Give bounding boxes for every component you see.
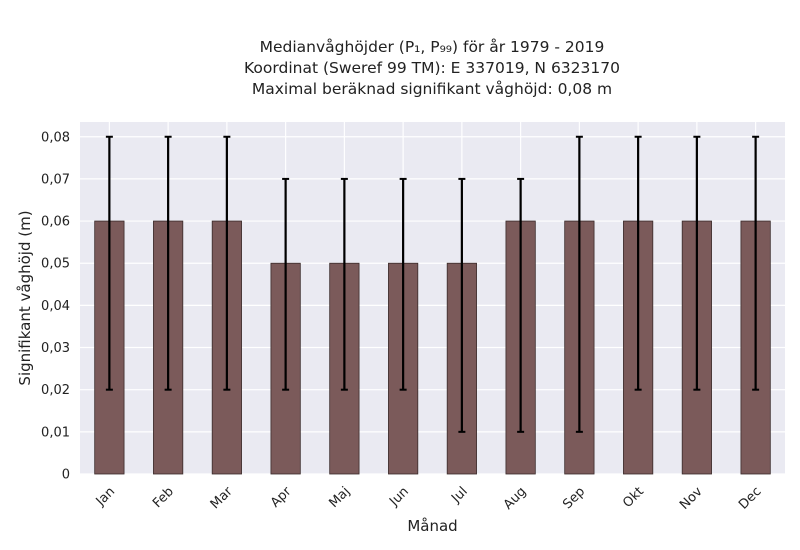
error-bar-jan — [105, 135, 113, 391]
x-tick-label-jan: Jan — [93, 484, 118, 509]
x-tick-label-nov: Nov — [677, 484, 706, 513]
title-line-1: Medianvåghöjder (P₁, P₉₉) för år 1979 - … — [260, 38, 605, 56]
y-tick-label: 0 — [62, 468, 70, 483]
x-tick-label-feb: Feb — [150, 484, 177, 511]
y-axis-ticks: 0 0,01 0,02 0,03 0,04 0,05 0,06 0,07 0,08 — [41, 130, 70, 482]
y-tick-label: 0,03 — [41, 341, 70, 356]
x-tick-label-maj: Maj — [326, 484, 353, 511]
x-tick-label-apr: Apr — [268, 484, 295, 511]
x-axis-ticks: Jan Feb Mar Apr Maj Jun Jul Aug Sep Okt Nov Dec — [93, 484, 765, 513]
title-line-2: Koordinat (Sweref 99 TM): E 337019, N 63… — [244, 59, 620, 77]
error-bar-maj — [340, 177, 348, 391]
title-line-3: Maximal beräknad signifikant våghöjd: 0,… — [252, 80, 612, 98]
error-bar-aug — [517, 177, 525, 433]
x-tick-label-aug: Aug — [501, 484, 530, 513]
x-tick-label-okt: Okt — [620, 484, 647, 511]
error-bar-okt — [634, 135, 642, 391]
error-bars — [105, 135, 760, 433]
error-bar-nov — [693, 135, 701, 391]
y-tick-label: 0,06 — [41, 215, 70, 230]
y-tick-label: 0,04 — [41, 299, 70, 314]
plot-area — [80, 122, 785, 474]
x-axis-label: Månad — [407, 517, 457, 535]
y-axis-label: Signifikant våghöjd (m) — [16, 210, 34, 385]
error-bar-sep — [575, 135, 583, 433]
x-tick-label-dec: Dec — [736, 484, 764, 512]
y-tick-label: 0,08 — [41, 130, 70, 145]
x-tick-label-jun: Jun — [386, 484, 412, 510]
y-tick-label: 0,07 — [41, 172, 70, 187]
y-tick-label: 0,05 — [41, 257, 70, 272]
x-tick-label-sep: Sep — [560, 484, 588, 512]
error-bar-jul — [458, 177, 466, 433]
y-tick-label: 0,01 — [41, 425, 70, 440]
y-tick-label: 0,02 — [41, 383, 70, 398]
error-bar-mar — [223, 135, 231, 391]
error-bar-apr — [282, 177, 290, 391]
x-tick-label-jul: Jul — [448, 484, 470, 506]
error-bar-dec — [752, 135, 760, 391]
x-tick-label-mar: Mar — [208, 484, 236, 512]
chart-title: Medianvåghöjder (P₁, P₉₉) för år 1979 - … — [244, 38, 620, 98]
error-bar-feb — [164, 135, 172, 391]
error-bar-jun — [399, 177, 407, 391]
